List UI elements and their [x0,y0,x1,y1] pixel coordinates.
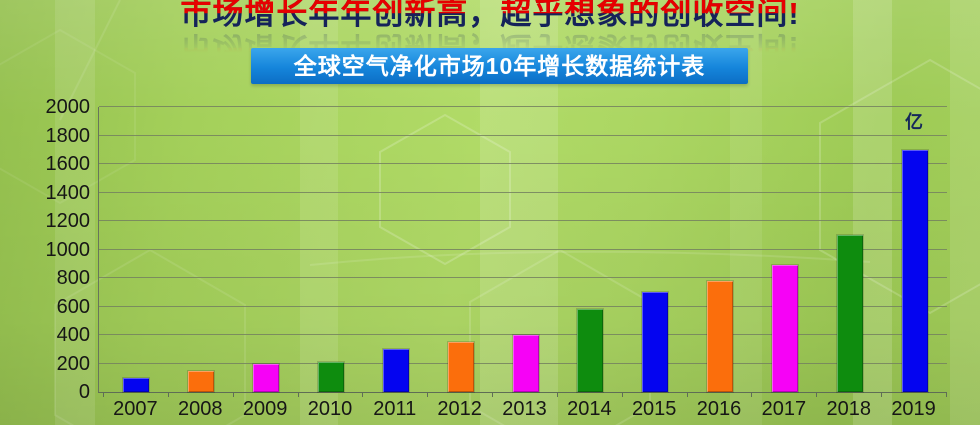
x-axis-tick [686,392,688,397]
gridline-600 [99,305,947,307]
x-axis-tick [492,392,494,397]
y-tick-label-1200: 1200 [45,210,91,232]
x-tick-label-2009: 2009 [242,398,288,420]
bar-2011 [381,348,410,393]
headline-text: 市场增长年年创新高，超乎想象的创收空间! [180,0,800,31]
x-tick-label-2014: 2014 [567,398,612,420]
y-tick-label-0: 0 [78,381,90,403]
plot-area [98,106,947,394]
gridline-2000 [99,106,947,107]
y-tick-label-1600: 1600 [45,153,91,175]
y-tick-label-2000: 2000 [45,96,91,118]
bar-2015 [641,291,670,393]
x-tick-label-2007: 2007 [113,398,158,420]
bar-2012 [446,341,475,393]
bar-2014 [576,308,605,393]
bar-2010 [316,361,345,393]
gridline-400 [99,334,947,335]
y-tick-label-200: 200 [56,352,90,375]
y-tick-label-600: 600 [56,295,90,318]
x-tick-label-2008: 2008 [178,398,223,420]
bar-2016 [706,279,735,394]
gridline-1600 [99,163,947,164]
x-axis-tick [103,392,104,397]
x-axis-tick [297,392,299,397]
x-tick-label-2013: 2013 [502,398,547,420]
x-axis-tick [946,392,947,397]
x-tick-label-2015: 2015 [631,398,677,420]
x-tick-label-2019: 2019 [891,398,936,420]
y-tick-label-1800: 1800 [45,124,91,147]
bar-2007 [122,376,151,394]
bar-2013 [511,334,540,393]
headline-text-red-overlay: 市场增长年年创新高，超乎想象的创收空间! [180,0,800,31]
x-axis-tick [362,392,364,397]
gridline-1200 [99,220,947,221]
x-tick-label-2016: 2016 [696,398,742,420]
gridline-1000 [99,248,947,250]
gridline-800 [99,277,947,278]
x-axis-tick [816,392,818,397]
x-axis-tick [427,392,429,397]
bar-2018 [835,234,864,393]
bar-2019 [900,148,929,394]
headline: 市场增长年年创新高，超乎想象的创收空间! 市场增长年年创新高，超乎想象的创收空间… [0,0,980,33]
bar-2009 [252,362,281,393]
y-tick-label-400: 400 [56,324,90,346]
y-tick-label-1000: 1000 [45,238,91,261]
x-tick-label-2010: 2010 [307,398,353,420]
y-tick-label-800: 800 [56,267,90,289]
x-axis-tick [621,392,623,397]
unit-label: 亿 [905,112,923,132]
bar-2008 [187,369,216,394]
x-tick-label-2017: 2017 [761,398,807,420]
x-axis-tick [881,392,883,397]
x-tick-label-2018: 2018 [826,398,871,420]
x-axis-tick [556,392,558,397]
chart-title: 全球空气净化市场10年增长数据统计表 [293,53,706,79]
x-axis-tick [167,392,169,397]
gridline-1800 [99,134,947,136]
y-tick-label-1400: 1400 [45,181,91,204]
x-tick-label-2011: 2011 [373,398,417,420]
chart-title-banner: 全球空气净化市场10年增长数据统计表 [251,48,748,84]
bar-2017 [770,264,799,393]
gridline-1400 [99,191,947,193]
x-axis-tick [751,392,753,397]
x-tick-label-2012: 2012 [437,398,482,420]
x-axis-tick [232,392,234,397]
